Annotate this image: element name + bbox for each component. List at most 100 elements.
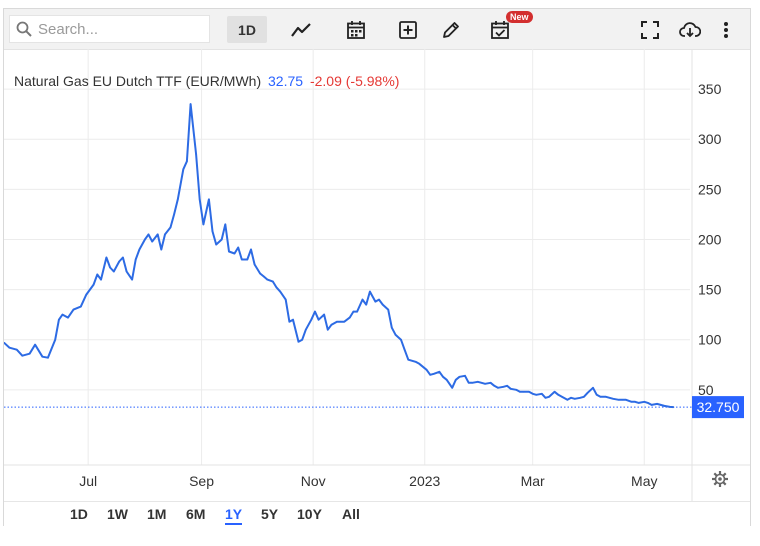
data-point bbox=[531, 393, 534, 395]
events-button[interactable] bbox=[487, 16, 513, 43]
data-point bbox=[272, 280, 274, 283]
data-point bbox=[189, 103, 192, 105]
data-point bbox=[541, 393, 543, 395]
data-point bbox=[330, 323, 333, 326]
line-chart-icon bbox=[291, 22, 311, 37]
data-point bbox=[509, 388, 512, 390]
data-point bbox=[34, 343, 36, 346]
data-point bbox=[297, 340, 300, 343]
range-1m-button[interactable]: 1M bbox=[147, 506, 167, 522]
data-points bbox=[4, 103, 675, 408]
data-point bbox=[54, 338, 56, 341]
data-point bbox=[477, 381, 479, 383]
data-point bbox=[266, 278, 269, 281]
data-point bbox=[279, 290, 282, 293]
y-axis-labels: 50 100 150 200 250 300 350 bbox=[698, 81, 722, 398]
range-6m-button[interactable]: 6M bbox=[186, 506, 206, 522]
data-point bbox=[656, 403, 658, 405]
data-point bbox=[327, 328, 329, 331]
data-point bbox=[425, 369, 428, 371]
chart-type-button[interactable] bbox=[288, 16, 314, 43]
data-point bbox=[557, 394, 560, 396]
last-price: 32.75 bbox=[268, 73, 304, 89]
new-badge: New bbox=[506, 11, 533, 23]
search-input[interactable] bbox=[36, 19, 200, 39]
data-point bbox=[246, 258, 249, 261]
data-point bbox=[41, 355, 44, 358]
data-point bbox=[381, 303, 384, 306]
data-point bbox=[85, 293, 88, 296]
add-comparison-button[interactable] bbox=[395, 16, 421, 43]
data-point bbox=[506, 385, 508, 387]
data-point bbox=[467, 382, 470, 384]
data-point bbox=[361, 298, 364, 301]
data-point bbox=[445, 379, 448, 381]
date-range-button[interactable] bbox=[343, 16, 369, 43]
data-point bbox=[643, 401, 646, 403]
price-change: -2.09 (-5.98%) bbox=[309, 73, 400, 89]
data-point bbox=[195, 153, 197, 156]
data-point bbox=[352, 310, 355, 313]
data-point bbox=[387, 308, 390, 311]
data-point bbox=[583, 396, 585, 398]
data-point bbox=[647, 402, 649, 404]
fullscreen-button[interactable] bbox=[637, 16, 663, 43]
data-point bbox=[343, 320, 346, 323]
gear-icon bbox=[712, 471, 728, 487]
data-point bbox=[211, 230, 214, 233]
data-point bbox=[625, 399, 627, 401]
x-tick-label: Jul bbox=[79, 473, 97, 489]
range-all-button[interactable]: All bbox=[342, 506, 360, 522]
chart-widget: 1D bbox=[3, 8, 751, 527]
data-point bbox=[489, 382, 492, 384]
data-point bbox=[182, 168, 185, 171]
range-1y-button[interactable]: 1Y bbox=[225, 506, 243, 525]
symbol-search-box[interactable] bbox=[9, 15, 210, 43]
range-1d-button[interactable]: 1D bbox=[70, 506, 88, 522]
data-point bbox=[429, 374, 432, 376]
range-10y-button[interactable]: 10Y bbox=[297, 506, 322, 522]
draw-pencil-icon bbox=[443, 21, 459, 38]
y-tick-label: 300 bbox=[698, 131, 722, 147]
data-point bbox=[16, 348, 18, 351]
y-tick-label: 150 bbox=[698, 282, 722, 298]
data-point bbox=[314, 310, 316, 313]
data-point bbox=[570, 397, 572, 399]
data-point bbox=[566, 399, 569, 401]
range-1w-button[interactable]: 1W bbox=[107, 506, 128, 522]
data-point bbox=[599, 396, 602, 398]
data-point bbox=[237, 246, 239, 249]
data-point bbox=[67, 316, 69, 319]
last-price-box bbox=[692, 396, 744, 419]
data-point bbox=[72, 308, 75, 311]
more-options-button[interactable] bbox=[716, 16, 736, 43]
data-point bbox=[391, 326, 393, 329]
data-point bbox=[47, 356, 49, 359]
data-point bbox=[80, 305, 82, 308]
data-point bbox=[323, 313, 325, 316]
download-cloud-icon bbox=[679, 21, 701, 37]
axis-settings-button[interactable] bbox=[712, 471, 728, 487]
data-point bbox=[96, 273, 99, 276]
y-tick-label: 250 bbox=[698, 181, 722, 197]
data-point bbox=[515, 389, 517, 391]
interval-button[interactable]: 1D bbox=[227, 16, 267, 43]
data-point bbox=[378, 298, 380, 301]
download-button[interactable] bbox=[677, 16, 703, 43]
grid-lines bbox=[4, 49, 690, 465]
data-point bbox=[497, 387, 499, 389]
event-calendar-icon bbox=[491, 20, 509, 39]
last-price-text: 32.750 bbox=[697, 399, 740, 415]
data-point bbox=[202, 223, 205, 226]
range-5y-button[interactable]: 5Y bbox=[261, 506, 279, 522]
data-point bbox=[659, 404, 662, 406]
data-point bbox=[535, 394, 538, 396]
price-chart[interactable]: 50 100 150 200 250 300 350 Jul Sep Nov 2023 Mar May… bbox=[4, 9, 750, 501]
data-point bbox=[638, 402, 640, 404]
drawing-tools-button[interactable] bbox=[438, 16, 464, 43]
data-point bbox=[109, 266, 111, 269]
data-point bbox=[292, 318, 294, 321]
data-point bbox=[414, 361, 417, 363]
data-point bbox=[612, 398, 614, 400]
x-tick-label: May bbox=[631, 473, 657, 489]
